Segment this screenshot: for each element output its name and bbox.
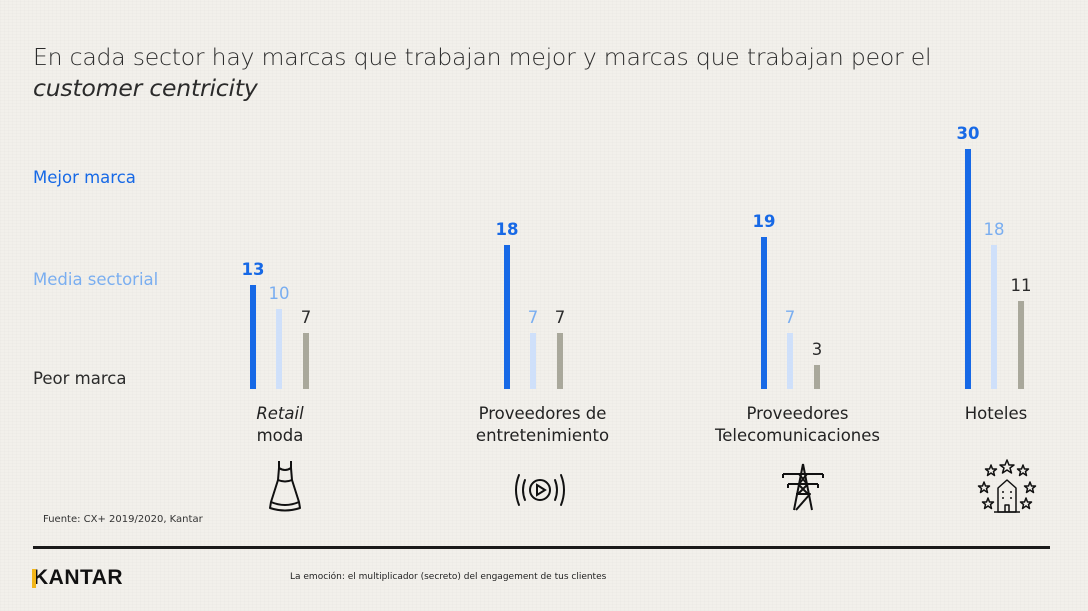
footer-tagline: La emoción: el multiplicador (secreto) d… — [290, 572, 607, 582]
category-label-retail: Retail moda — [200, 403, 360, 447]
category-label-line-2: entretenimiento — [475, 426, 610, 445]
footer-divider — [33, 546, 1050, 549]
title-line-1: En cada sector hay marcas que trabajan m… — [33, 43, 932, 71]
bar-worst-0 — [303, 333, 309, 389]
data-label-average-3: 18 — [984, 220, 1005, 239]
category-label-hotels: Hoteles — [936, 403, 1056, 425]
category-label-line-1: Hoteles — [964, 404, 1028, 423]
data-label-worst-3: 11 — [1011, 276, 1032, 295]
legend-worst: Peor marca — [33, 369, 127, 388]
category-label-telecom: Proveedores Telecomunicaciones — [690, 403, 905, 447]
chart-title: En cada sector hay marcas que trabajan m… — [33, 42, 1033, 104]
data-label-best-1: 18 — [496, 220, 519, 239]
dress-icon — [269, 461, 301, 512]
data-label-worst-0: 7 — [301, 308, 312, 327]
bar-average-3 — [991, 245, 997, 389]
category-label-line-2: moda — [256, 426, 304, 445]
bar-average-2 — [787, 333, 793, 389]
play-broadcast-icon — [515, 474, 565, 506]
legend-average: Media sectorial — [33, 270, 159, 289]
bar-best-0 — [250, 285, 256, 389]
data-label-average-2: 7 — [785, 308, 796, 327]
bar-best-3 — [965, 149, 971, 389]
bar-best-1 — [504, 245, 510, 389]
data-label-best-3: 30 — [957, 124, 980, 143]
data-label-best-2: 19 — [753, 212, 776, 231]
category-label-line-1: Retail — [256, 404, 304, 423]
hotel-stars-icon — [977, 459, 1037, 513]
data-label-average-1: 7 — [528, 308, 539, 327]
category-label-line-1: Proveedores — [746, 404, 849, 423]
data-label-average-0: 10 — [269, 284, 290, 303]
bar-best-2 — [761, 237, 767, 389]
logo-text: KANTAR — [31, 566, 124, 589]
bar-average-1 — [530, 333, 536, 389]
bar-worst-3 — [1018, 301, 1024, 389]
category-label-line-2: Telecomunicaciones — [714, 426, 881, 445]
title-line-2: customer centricity — [33, 74, 258, 102]
category-label-line-1: Proveedores de — [478, 404, 607, 423]
bar-average-0 — [276, 309, 282, 389]
data-label-worst-2: 3 — [812, 340, 823, 359]
source-note: Fuente: CX+ 2019/2020, Kantar — [43, 514, 203, 525]
transmission-tower-icon — [782, 463, 824, 511]
bar-worst-2 — [814, 365, 820, 389]
data-label-best-0: 13 — [242, 260, 265, 279]
category-label-entertainment: Proveedores de entretenimiento — [430, 403, 655, 447]
data-label-worst-1: 7 — [555, 308, 566, 327]
bar-worst-1 — [557, 333, 563, 389]
legend-best: Mejor marca — [33, 168, 136, 187]
kantar-logo: KANTAR — [31, 566, 124, 590]
